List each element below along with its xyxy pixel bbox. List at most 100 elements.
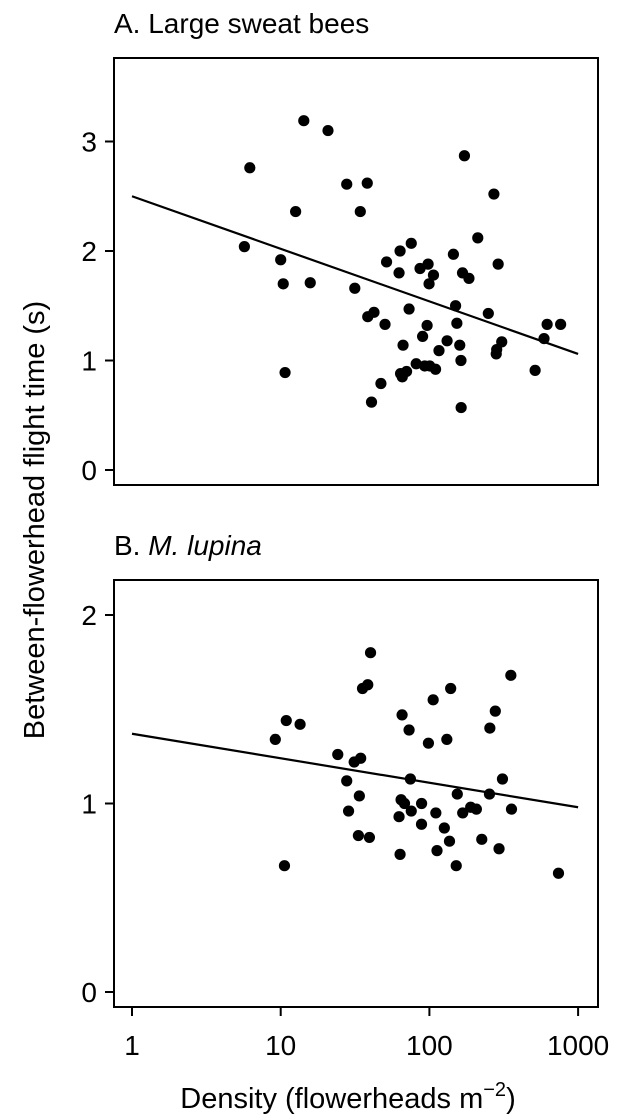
panel-b-data-point-30 [441,733,453,746]
panel-a-title-prefix: A. [114,8,148,39]
panel-b-data-point-16 [394,848,406,860]
panel-a-data-point-26 [405,237,417,249]
panel-a-data-point-41 [451,317,463,329]
panel-a-ytick-label-3: 3 [81,127,97,158]
panel-b-title: B. M. lupina [114,530,262,561]
panel-b-data-point-29 [438,822,450,834]
x-axis-title-main: Density (flowerheads m [180,1083,483,1115]
panel-b-title-prefix: B. [114,530,148,561]
panel-a-data-point-25 [403,303,415,315]
panel-b-data-point-2 [280,714,292,727]
panel-a-data-point-47 [463,272,475,284]
panel-b-data-point-21 [404,773,416,785]
panel-b-data-point-43 [496,773,509,785]
panel-b-data-point-24 [415,797,428,810]
panel-a-data-point-6 [298,115,310,127]
panel-a-data-point-17 [379,318,391,330]
panel-a-data-point-39 [447,248,459,260]
panel-b-data-point-14 [364,647,377,659]
x-axis-title-exponent: −2 [483,1079,506,1101]
panel-a-data-point-42 [454,339,466,351]
panel-b-data-point-38 [476,833,488,845]
panel-b-data-point-12 [362,679,374,691]
panel-b-x-ticks: 1 10 100 1000 [124,1007,609,1061]
panel-b-xtick-label-1: 1 [124,1030,140,1061]
panel-b-ytick-label-0: 0 [81,977,97,1008]
panel-a-fit-line [131,195,579,355]
panel-a-data-point-46 [458,150,471,162]
panel-b-data-point-34 [451,788,463,800]
panel-a-ytick-label-0: 0 [81,455,97,486]
panel-a-points [238,115,567,414]
y-axis-title: Between-flowerhead flight time (s) [19,301,51,739]
panel-a-data-point-24 [400,365,413,378]
panel-a-data-point-43 [455,354,467,367]
panel-b-xtick-label-10: 10 [265,1030,296,1061]
panel-b-y-ticks: 0 1 2 [81,600,114,1008]
panel-a-data-point-58 [555,318,567,330]
panel-a-data-point-8 [322,124,334,137]
panel-b-data-point-5 [341,775,353,787]
panel-b-data-point-32 [445,682,457,695]
panel-b-data-point-26 [427,694,439,706]
panel-a-data-point-44 [455,401,467,414]
panel-a-data-point-1 [244,162,256,174]
panel-a-data-point-38 [441,335,453,347]
panel-a-data-point-31 [421,319,433,332]
panel-a-data-point-29 [416,330,429,343]
panel-a-data-point-9 [341,178,353,190]
panel-a-data-point-16 [375,377,387,390]
panel-b-data-point-27 [430,807,442,819]
panel-b-ytick-label-2: 2 [81,600,97,631]
panel-a-ytick-label-1: 1 [81,346,97,377]
panel-b-data-point-23 [415,818,428,830]
panel-a-data-point-4 [279,366,291,379]
panel-b-data-point-46 [552,867,565,879]
panel-a-data-point-49 [482,307,494,320]
panel-a-data-point-48 [472,232,484,244]
panel-b-data-point-28 [431,845,443,857]
panel-a-data-point-3 [277,278,289,290]
panel-a-title: A. Large sweat bees [114,8,369,39]
panel-b-data-point-18 [396,709,408,721]
panel-a-data-point-37 [433,345,445,357]
panel-a-data-point-2 [275,254,287,266]
panel-a-title-main: Large sweat bees [148,8,369,39]
panel-b-data-point-42 [493,843,505,855]
panel-b-data-point-44 [505,669,517,681]
panel-b-data-point-31 [443,835,456,847]
panel-b-data-point-35 [457,807,469,819]
panel-b-data-point-41 [489,705,501,717]
x-axis-title-close: ) [506,1083,516,1115]
panel-b-data-point-0 [269,733,281,746]
panel-b-data-point-13 [363,831,376,844]
panel-a-data-point-33 [423,278,435,290]
panel-a-data-point-32 [422,258,434,270]
panel-b-data-point-39 [483,788,496,800]
panel-a-data-point-23 [397,339,409,351]
panel-b-ytick-label-1: 1 [81,789,97,820]
panel-a-data-point-19 [393,267,405,279]
panel-a-data-point-18 [380,256,393,268]
panel-b-data-point-33 [450,860,462,872]
panel-b-data-point-8 [352,829,364,842]
panel-a-data-point-14 [365,396,378,408]
panel-b-xtick-label-100: 100 [406,1030,453,1061]
panel-a-data-point-57 [541,318,553,330]
panel-a-data-point-15 [368,306,380,318]
panel-b-data-point-3 [294,718,306,730]
panel-b-data-point-45 [505,803,518,815]
panel-b-fit-line [131,732,579,809]
panel-a-data-point-54 [496,336,508,348]
panel-a-data-point-50 [488,188,500,200]
panel-a-data-point-5 [290,205,302,218]
panel-b-xtick-label-1000: 1000 [547,1030,609,1061]
panel-b-data-point-25 [422,737,435,749]
panel-a-data-point-12 [361,177,373,189]
panel-b-data-point-1 [278,860,291,872]
panel-b-data-point-9 [353,790,365,802]
panel-a-data-point-36 [429,363,442,375]
panel-a-data-point-0 [238,241,250,253]
panel-b-data-point-4 [332,748,344,761]
